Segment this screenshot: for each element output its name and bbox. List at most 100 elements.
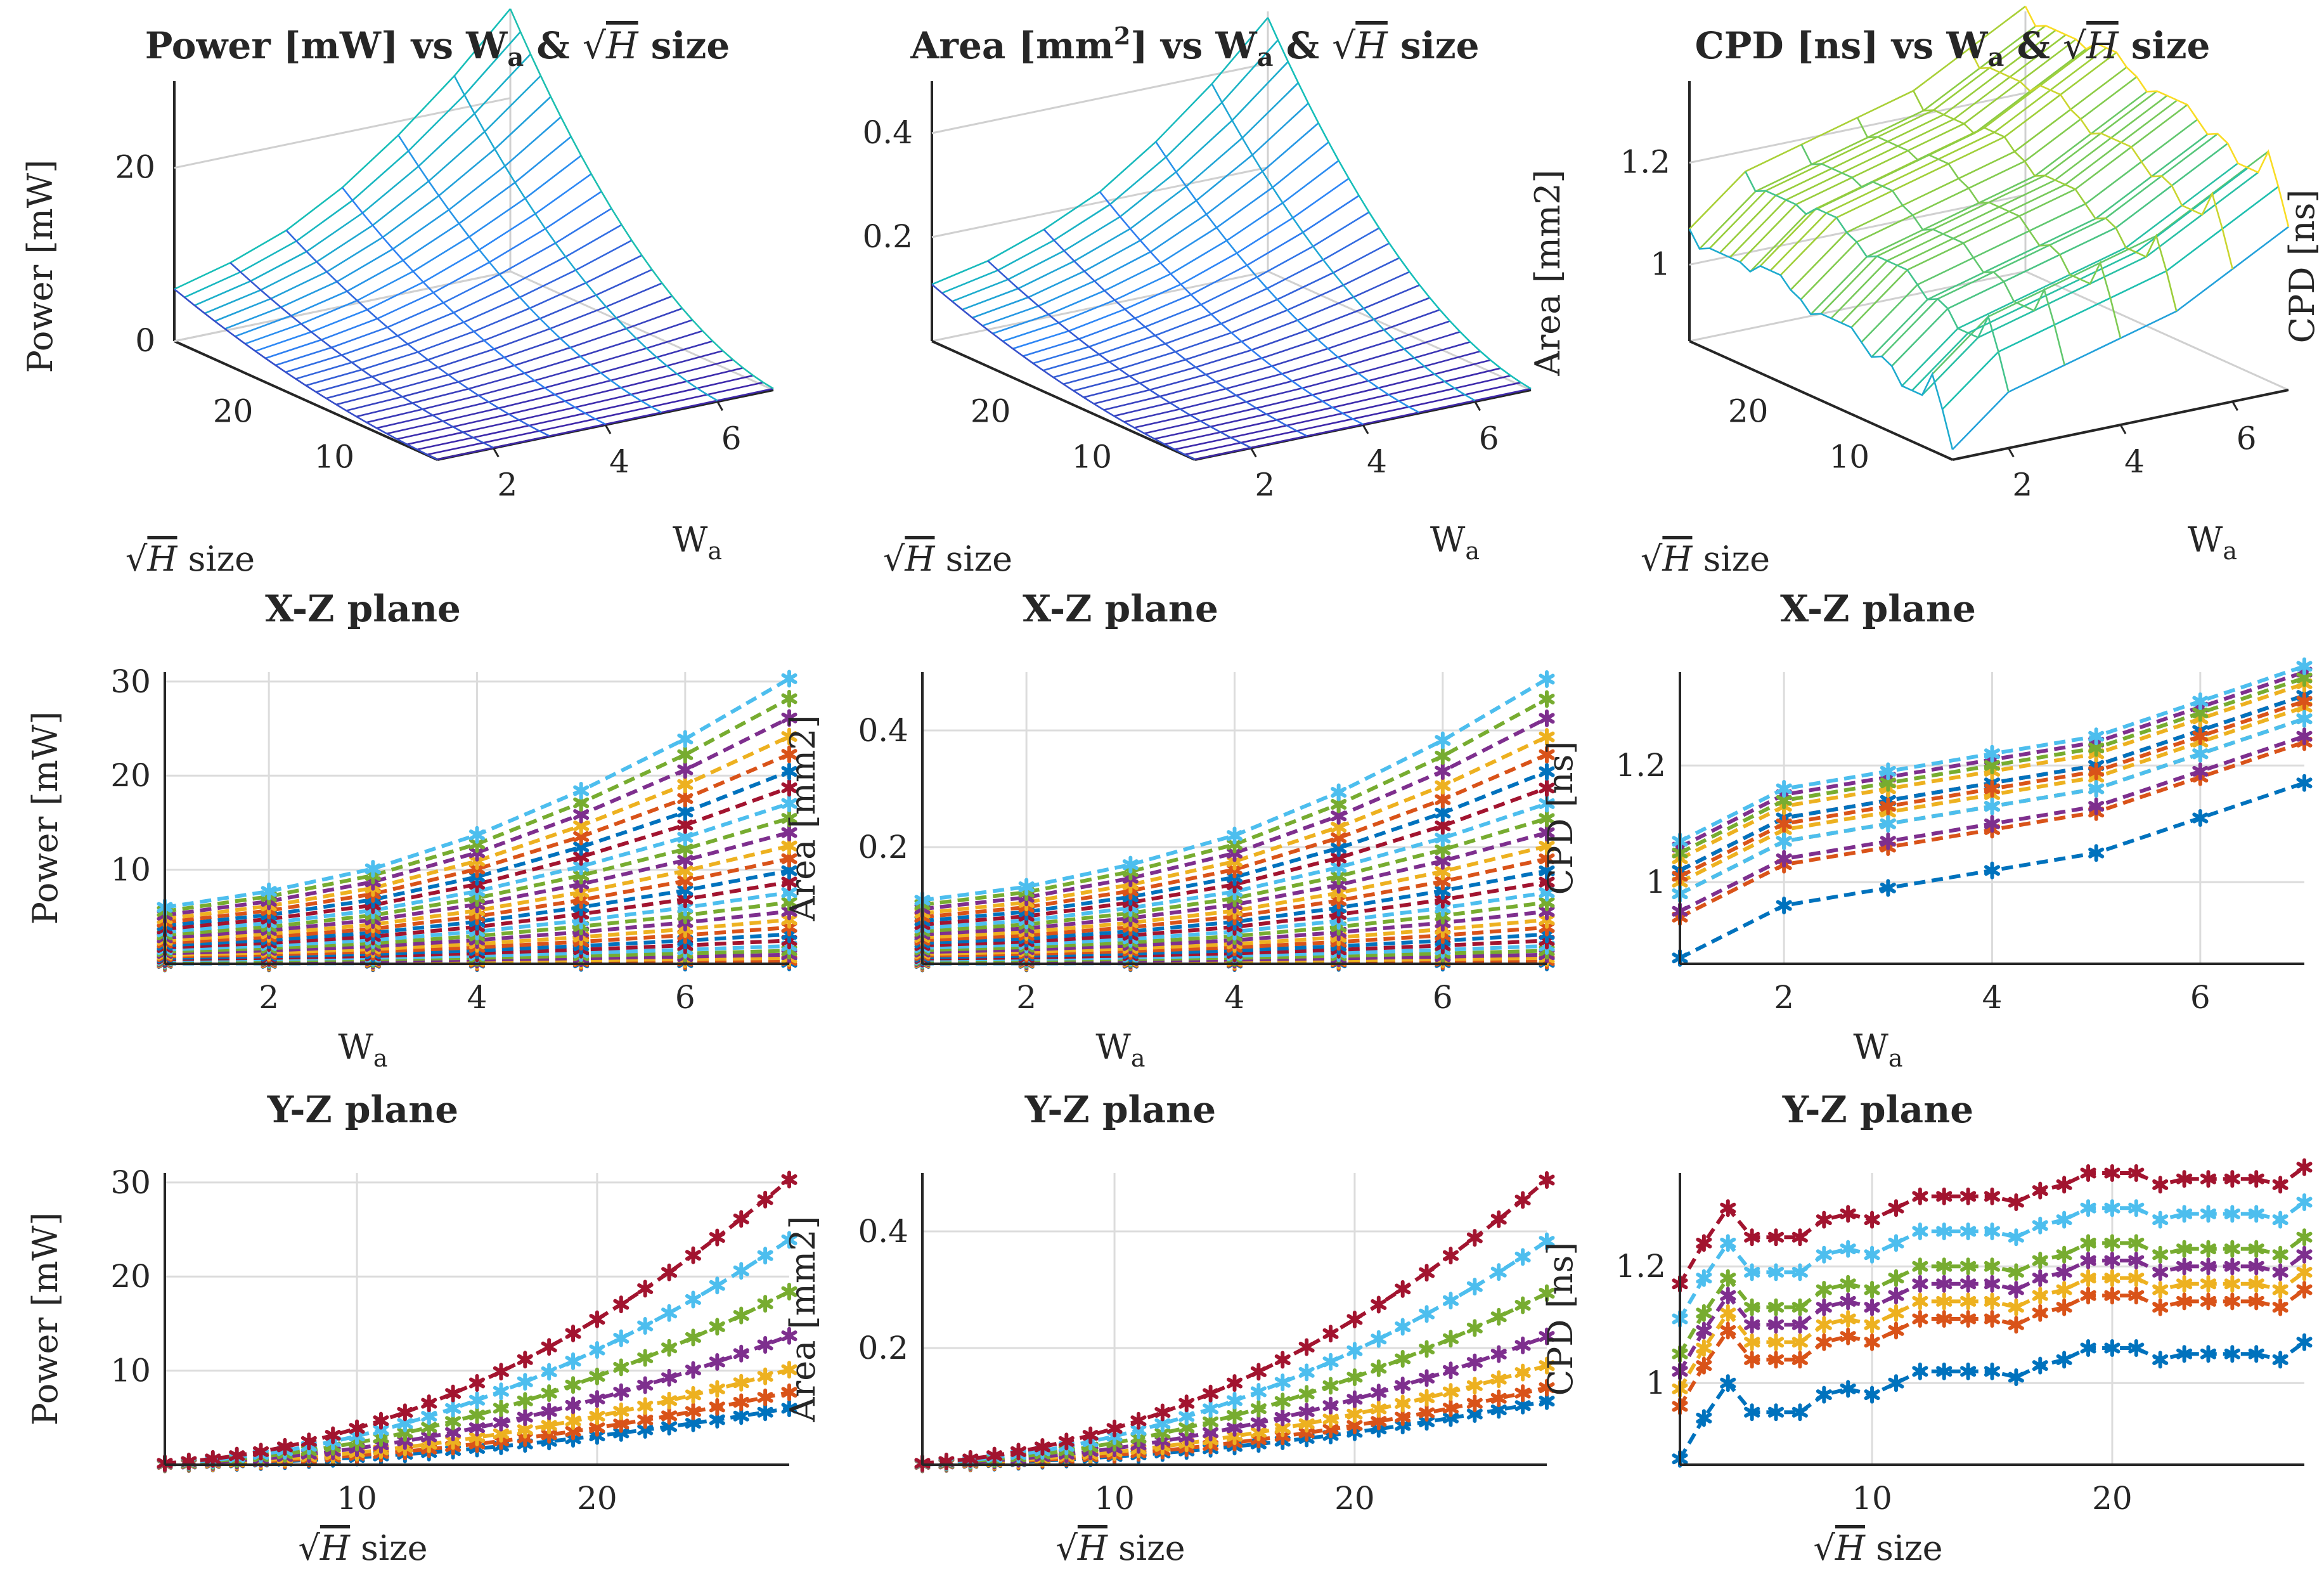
marker-w7-h17 [517, 1351, 533, 1369]
surface-line-w-6 [1968, 48, 2233, 269]
x-axis-label: Wa [1853, 1027, 1902, 1072]
marker-w6-h14 [1960, 1223, 1977, 1240]
marker-h26-w7 [1539, 709, 1555, 727]
marker-h10-w3 [1880, 815, 1896, 833]
marker-h25-w7 [781, 727, 797, 746]
marker-w2-h25 [1466, 1394, 1483, 1413]
x-tick-label: 2 [1016, 979, 1036, 1016]
y-tick-label: 10 [110, 852, 151, 888]
marker-w3-h10 [1864, 1316, 1880, 1334]
marker-w5-h15 [1984, 1257, 2001, 1276]
marker-w7-h6 [1768, 1228, 1785, 1247]
marker-w6-h27 [1514, 1248, 1531, 1266]
marker-w4-h23 [2176, 1257, 2193, 1276]
x-axis-label: Wa [1430, 520, 1480, 565]
marker-w4-h28 [781, 1326, 797, 1345]
marker-h28-w4 [1226, 826, 1243, 845]
marker-w1-h24 [2200, 1345, 2216, 1363]
marker-w4-h17 [2032, 1269, 2048, 1287]
marker-w4-h10 [1864, 1298, 1880, 1316]
marker-w7-h7 [1034, 1437, 1050, 1456]
marker-w4-h5 [1744, 1316, 1760, 1334]
marker-w7-h26 [733, 1210, 749, 1228]
marker-w2-h16 [2008, 1316, 2024, 1334]
surface-line-h-27 [941, 39, 1279, 294]
marker-w1-h5 [1744, 1403, 1760, 1422]
marker-w5-h17 [2032, 1252, 2048, 1269]
marker-w3-h15 [1984, 1292, 2001, 1311]
marker-w4-h23 [1419, 1369, 1435, 1387]
marker-w4-h24 [685, 1361, 701, 1379]
marker-w6-h24 [685, 1290, 701, 1309]
marker-h20-w7 [1539, 809, 1555, 827]
marker-w2-h24 [1442, 1399, 1459, 1417]
marker-h28-w4 [468, 826, 486, 844]
marker-w4-h14 [1960, 1274, 1977, 1293]
marker-w3-h28 [2296, 1263, 2313, 1281]
marker-w1-h21 [2128, 1339, 2145, 1357]
marker-w6-h11 [1888, 1234, 1904, 1252]
marker-w6-h13 [1936, 1223, 1953, 1240]
x-tick [604, 424, 612, 434]
marker-h22-w7 [1539, 779, 1555, 797]
x-tick-label: 20 [1334, 1480, 1375, 1517]
y-axis-label: √H size [126, 539, 255, 579]
marker-w2-h22 [1395, 1408, 1411, 1427]
marker-w2-h23 [2176, 1292, 2193, 1311]
marker-h19-w7 [781, 823, 797, 841]
marker-h26-w6 [677, 761, 694, 779]
chart-title: X-Z plane [265, 587, 461, 630]
marker-w2-h23 [1419, 1404, 1435, 1422]
y-axis-label: Power [mW] [25, 1212, 65, 1426]
marker-w4-h20 [1346, 1390, 1363, 1408]
marker-h28-w5 [1331, 783, 1347, 801]
marker-w3-h14 [1960, 1292, 1977, 1311]
marker-w3-h24 [2200, 1274, 2216, 1293]
marker-w5-h23 [661, 1339, 678, 1357]
marker-h28-w2 [1776, 780, 1792, 798]
marker-w7-h20 [589, 1310, 605, 1328]
marker-w5-h20 [1346, 1368, 1363, 1386]
marker-w7-h12 [1154, 1403, 1171, 1422]
marker-w3-h25 [709, 1380, 725, 1398]
marker-h23-w7 [1539, 763, 1555, 781]
line-chart-power-yz: 10 20 10 20 30 Y-Z plane Power [mW] √H size [25, 1088, 797, 1568]
x-tick [2119, 424, 2127, 434]
marker-w2-h20 [2104, 1287, 2121, 1305]
marker-w5-h27 [1514, 1296, 1531, 1314]
marker-h10-w7 [2296, 710, 2313, 728]
marker-w6-h23 [1419, 1305, 1435, 1323]
marker-h26-w6 [1435, 762, 1451, 781]
marker-w3-h3 [1696, 1339, 1712, 1357]
marker-w7-h16 [1250, 1363, 1267, 1381]
marker-h25-w7 [1539, 728, 1555, 746]
surface-line-w-1 [174, 288, 438, 460]
marker-w4-h26 [733, 1344, 749, 1363]
z-tick-label: 1 [1650, 245, 1670, 282]
marker-w4-h4 [1720, 1287, 1736, 1305]
marker-w1-h26 [2248, 1345, 2264, 1363]
x-tick-label: 6 [2237, 420, 2257, 457]
marker-w5-h7 [1791, 1298, 1808, 1316]
marker-w2-h12 [1912, 1310, 1928, 1328]
marker-h24-w6 [677, 789, 694, 808]
marker-w2-h22 [2152, 1298, 2169, 1316]
marker-h28-w7 [781, 670, 797, 688]
marker-w7-h17 [2032, 1181, 2048, 1200]
marker-w7-h19 [1322, 1325, 1339, 1343]
marker-w7-h14 [1203, 1384, 1219, 1403]
surface-line-w-2 [987, 260, 1251, 449]
marker-w5-h16 [2008, 1263, 2024, 1281]
marker-w1-h20 [2104, 1339, 2121, 1357]
marker-h2-w2 [1776, 897, 1792, 914]
y-tick-label: 1 [1646, 864, 1666, 900]
marker-w3-h26 [733, 1373, 749, 1392]
marker-w2-h27 [1514, 1384, 1531, 1403]
marker-w3-h20 [2104, 1269, 2121, 1287]
marker-w7-h4 [1720, 1199, 1736, 1217]
z-tick-label: 1.2 [1620, 144, 1670, 181]
marker-w4-h22 [637, 1376, 654, 1394]
y-axis-label: CPD [ns] [1540, 741, 1580, 895]
marker-w5-h15 [468, 1406, 486, 1424]
marker-w4-h16 [493, 1413, 509, 1432]
